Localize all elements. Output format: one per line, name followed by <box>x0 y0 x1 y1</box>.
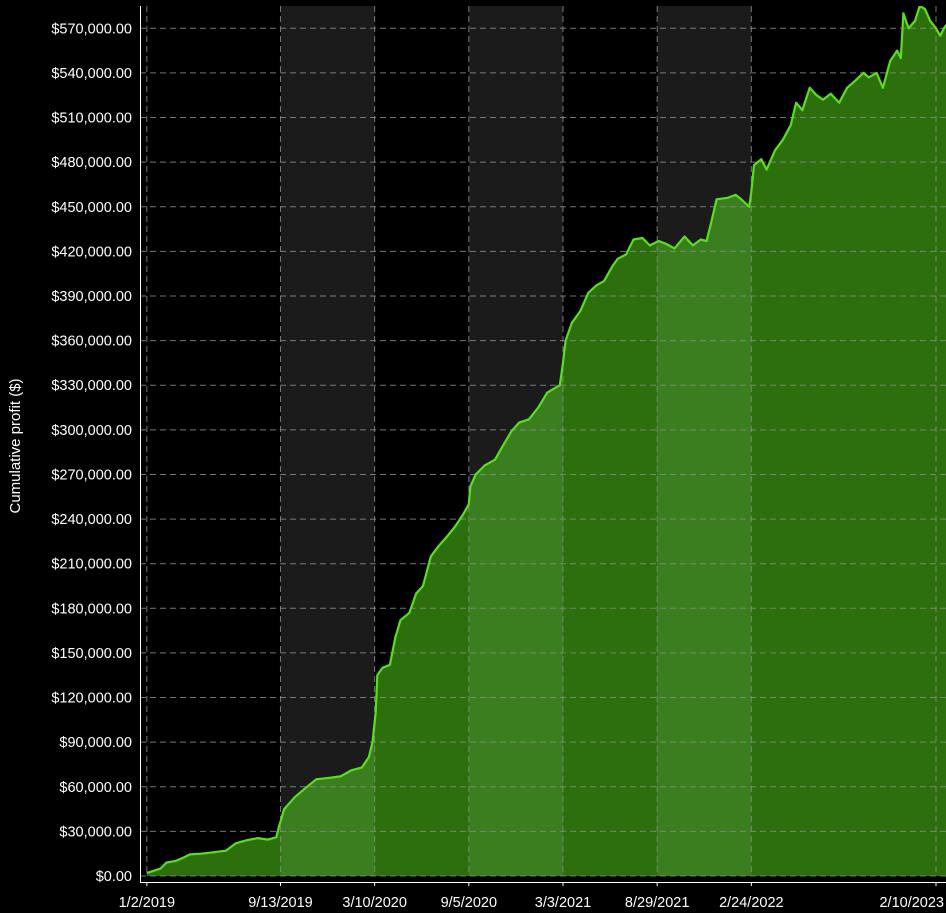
y-tick-label-15: $450,000.00 <box>51 200 132 216</box>
x-tick-label-7: 2/10/2023 <box>879 895 944 911</box>
y-tick-label-16: $480,000.00 <box>51 155 132 171</box>
axes <box>140 6 946 883</box>
x-tick-label-2: 3/10/2020 <box>342 895 407 911</box>
x-tick-label-6: 2/24/2022 <box>719 895 784 911</box>
shaded-band-0 <box>280 6 375 876</box>
line-layer <box>146 6 946 875</box>
y-tick-label-4: $120,000.00 <box>51 691 132 707</box>
y-tick-label-9: $270,000.00 <box>51 467 132 483</box>
y-axis-title: Cumulative profit ($) <box>7 378 24 513</box>
x-tick-label-3: 9/5/2020 <box>441 895 497 911</box>
y-tick-label-2: $60,000.00 <box>59 780 132 796</box>
x-tick-label-0: 1/2/2019 <box>119 895 175 911</box>
y-tick-label-19: $570,000.00 <box>51 21 132 37</box>
y-tick-label-14: $420,000.00 <box>51 244 132 260</box>
y-tick-label-18: $540,000.00 <box>51 66 132 82</box>
y-tick-label-6: $180,000.00 <box>51 601 132 617</box>
x-tick-labels: 1/2/2019 9/13/2019 3/10/2020 9/5/2020 3/3/20… <box>119 882 944 911</box>
y-tick-label-7: $210,000.00 <box>51 557 132 573</box>
y-tick-label-13: $390,000.00 <box>51 289 132 305</box>
x-tick-label-4: 3/3/2021 <box>535 895 591 911</box>
y-tick-label-17: $510,000.00 <box>51 111 132 127</box>
y-tick-label-8: $240,000.00 <box>51 512 132 528</box>
y-tick-label-0: $0.00 <box>96 869 132 885</box>
y-tick-label-5: $150,000.00 <box>51 646 132 662</box>
y-tick-label-11: $330,000.00 <box>51 378 132 394</box>
y-tick-labels: $0.00 $30,000.00 $60,000.00 $90,000.00 $120,… <box>51 21 132 885</box>
x-tick-label-5: 8/29/2021 <box>625 895 690 911</box>
y-tick-label-12: $360,000.00 <box>51 334 132 350</box>
y-tick-label-1: $30,000.00 <box>59 824 132 840</box>
y-tick-label-3: $90,000.00 <box>59 735 132 751</box>
y-tick-label-10: $300,000.00 <box>51 423 132 439</box>
profit-line <box>146 6 946 875</box>
x-tick-label-1: 9/13/2019 <box>248 895 313 911</box>
